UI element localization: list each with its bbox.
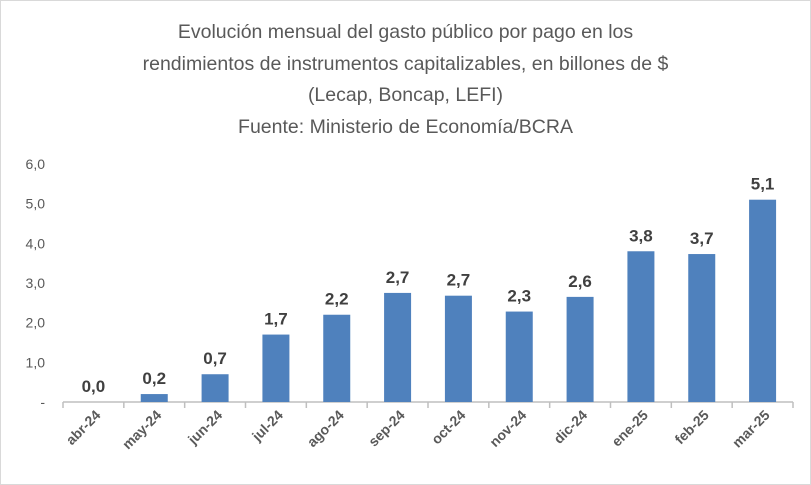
data-label: 2,2 [325,290,349,309]
title-line: Evolución mensual del gasto público por … [177,21,634,43]
x-tick-label: nov-24 [486,407,529,450]
bar [262,334,290,402]
x-tick-label: feb-25 [671,407,712,448]
data-label: 0,0 [82,377,106,396]
data-label: 1,7 [264,310,288,329]
y-tick-label: 1,0 [26,354,46,370]
title-line: rendimientos de instrumentos capitalizab… [142,52,669,75]
data-label: 3,7 [690,229,714,248]
bar [444,295,472,402]
bar [201,374,229,402]
data-label: 3,8 [629,226,653,245]
x-tick-label: ene-25 [608,407,651,450]
y-tick-label: 3,0 [26,275,46,291]
bar [505,311,533,402]
bar [384,292,412,402]
y-tick-label: 5,0 [26,196,46,212]
title-line: (Lecap, Boncap, LEFI) [307,84,504,106]
bar [627,251,655,402]
x-tick-label: jun-24 [184,407,225,448]
data-label: 2,7 [386,268,410,287]
x-tick-label: oct-24 [428,407,469,448]
bar [140,394,168,402]
data-label: 5,1 [751,175,775,194]
x-tick-label: mar-25 [729,407,773,451]
x-tick-label: abr-24 [63,407,104,448]
data-label: 2,7 [447,271,471,290]
y-tick-label: 6,0 [26,156,46,172]
x-tick-label: ago-24 [304,407,347,450]
y-tick-label: - [40,394,45,410]
x-tick-label: dic-24 [550,407,590,447]
chart-title: Evolución mensual del gasto público por … [1,17,810,143]
x-tick-label: jul-24 [248,407,286,445]
x-tick-label: sep-24 [365,407,408,450]
bar [749,199,777,402]
data-label: 0,7 [203,349,227,368]
data-label: 2,6 [568,272,592,291]
bar [688,254,716,402]
data-label: 0,2 [142,369,166,388]
y-tick-label: 2,0 [26,315,46,331]
y-tick-label: 4,0 [26,235,46,251]
title-line: Fuente: Ministerio de Economía/BCRA [238,115,573,138]
bar [323,314,351,402]
data-label: 2,3 [507,287,531,306]
x-tick-label: may-24 [119,407,165,453]
bar [566,296,594,402]
